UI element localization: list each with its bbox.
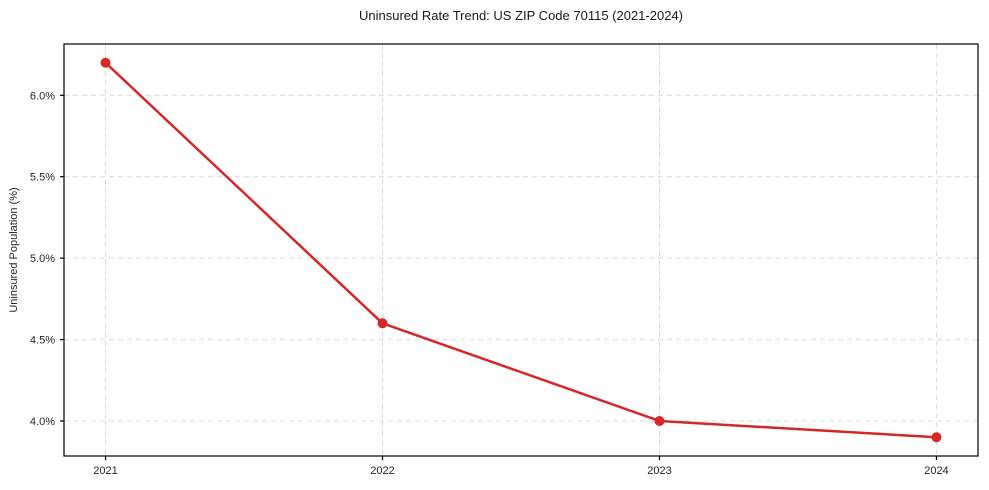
y-tick-label: 4.5% xyxy=(30,335,55,347)
plot-border xyxy=(63,43,979,457)
x-tick-label: 2022 xyxy=(370,465,394,477)
series-line xyxy=(104,61,938,439)
data-point xyxy=(654,415,665,426)
x-tick-label: 2024 xyxy=(924,465,948,477)
data-point xyxy=(100,57,111,68)
y-tick-label: 6.0% xyxy=(30,90,55,102)
data-point xyxy=(931,432,942,443)
chart-title: Uninsured Rate Trend: US ZIP Code 70115 … xyxy=(359,8,683,23)
y-tick-label: 4.0% xyxy=(30,416,55,428)
y-tick-label: 5.0% xyxy=(30,253,55,265)
x-tick-label: 2021 xyxy=(93,465,117,477)
data-point xyxy=(377,318,388,329)
x-tick-label: 2023 xyxy=(647,465,671,477)
y-tick-label: 5.5% xyxy=(30,172,55,184)
